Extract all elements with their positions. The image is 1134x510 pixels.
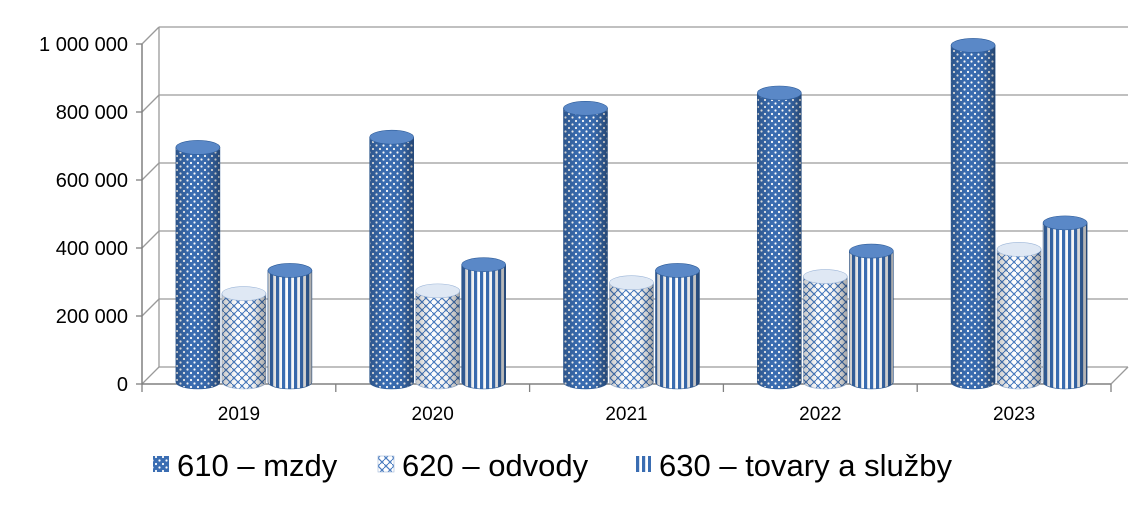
x-tick-label: 2020 [412, 404, 454, 425]
legend-label: 630 – tovary a služby [659, 448, 952, 483]
bar-shade [849, 251, 894, 389]
bar [848, 243, 894, 390]
y-tick-label: 800 000 [56, 102, 128, 124]
legend-swatch [153, 456, 169, 472]
gridline-connector [141, 94, 160, 113]
bar [950, 38, 996, 390]
bar-shade [369, 137, 414, 389]
legend-item: 620 – odvody [377, 448, 589, 483]
bar-cap [756, 85, 802, 101]
gridlines [141, 26, 1128, 385]
bar-cap [175, 140, 221, 155]
bar-shade [951, 45, 996, 390]
bar-shade [757, 93, 802, 389]
bar-shade [609, 282, 654, 389]
bar-cap [369, 129, 415, 145]
gridline-connector [141, 162, 160, 181]
bar [1042, 215, 1088, 390]
y-tick-label: 600 000 [56, 170, 128, 192]
bar [461, 257, 507, 390]
bar-cap [563, 101, 608, 116]
gridline-connector [141, 366, 160, 385]
bars [175, 38, 1088, 390]
bar-cap [950, 38, 996, 53]
legend-label: 620 – odvody [402, 448, 589, 483]
gridline-connector [141, 230, 160, 249]
bar [415, 283, 461, 390]
bar-shade [267, 270, 312, 389]
bar-shade [1043, 222, 1088, 389]
bar-cap [996, 242, 1042, 257]
floor-edge [1110, 366, 1129, 385]
x-tick-label: 2021 [605, 404, 647, 425]
legend-item: 610 – mzdy [153, 448, 338, 483]
bar-cap [848, 243, 894, 259]
bar-cap [1042, 215, 1088, 231]
bar [175, 140, 221, 390]
bar-cap [655, 263, 700, 278]
gridline-connector [141, 26, 160, 45]
y-tick-label: 1 000 000 [39, 34, 128, 56]
bar-cap [267, 263, 313, 278]
legend-swatch [377, 455, 395, 473]
y-tick-label: 400 000 [56, 238, 128, 260]
x-tick-label: 2022 [799, 404, 841, 425]
bar [267, 263, 313, 390]
bar-shade [415, 290, 460, 389]
legend-swatch [635, 456, 651, 472]
x-tick-label: 2019 [218, 404, 260, 425]
bar [996, 242, 1042, 390]
bar [369, 129, 415, 390]
bar-cap [802, 269, 848, 284]
y-tick-label: 0 [117, 374, 128, 396]
tick-labels: 0 200 000 400 000 600 000 800 000 1 000 000 20… [39, 34, 1035, 425]
bar-shade [461, 264, 506, 389]
bar-shade [803, 276, 848, 389]
legend-label: 610 – mzdy [177, 448, 338, 483]
bar-shade [175, 147, 220, 389]
bar [609, 275, 654, 390]
bar-cap [415, 283, 461, 299]
y-tick-label: 200 000 [56, 306, 128, 328]
gridline-connector [141, 298, 160, 317]
bar [802, 269, 848, 390]
bar [756, 85, 802, 390]
bar-shade [221, 293, 266, 389]
bar [655, 263, 700, 390]
legend: 610 – mzdy 620 – odvody 630 – tovary a slu… [153, 448, 952, 483]
legend-item: 630 – tovary a služby [635, 448, 952, 483]
bar-cap [461, 257, 507, 273]
bar [563, 101, 608, 390]
bar-shade [563, 108, 608, 390]
bar [221, 286, 267, 390]
bar-shade [997, 249, 1042, 389]
bar-cap [221, 286, 267, 301]
bar-cap [609, 275, 654, 291]
x-tick-label: 2023 [993, 404, 1035, 425]
bar-shade [655, 270, 700, 389]
